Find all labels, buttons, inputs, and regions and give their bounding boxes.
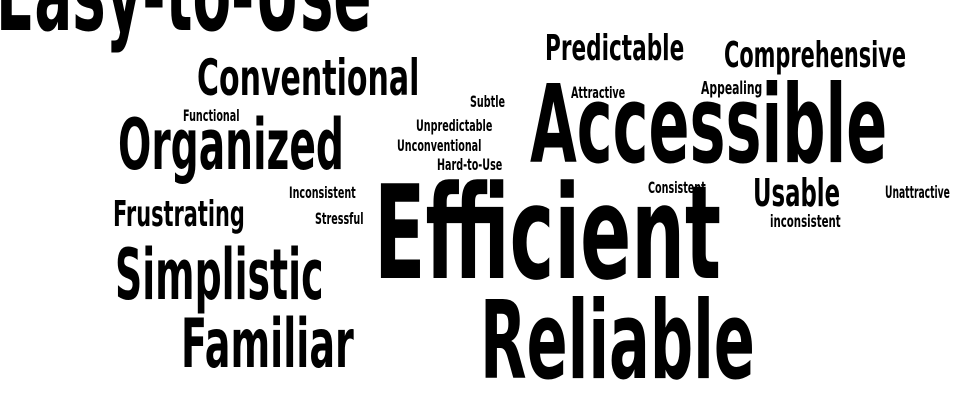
word-predictable: Predictable xyxy=(545,28,685,69)
word-organized: Organized xyxy=(118,104,344,186)
word-subtle: Subtle xyxy=(470,92,506,111)
word-functional: Functional xyxy=(183,106,240,125)
word-hard-to-use: Hard-to-Use xyxy=(437,155,503,174)
word-attractive: Attractive xyxy=(571,83,626,102)
word-frustrating: Frustrating xyxy=(113,194,245,235)
word-easy-to-use: Easy-to-Use xyxy=(0,0,371,46)
word-conventional: Conventional xyxy=(197,49,420,107)
word-efficient: Efficient xyxy=(374,157,722,309)
word-usable: Usable xyxy=(753,171,841,215)
word-unpredictable: Unpredictable xyxy=(416,116,493,135)
word-accessible: Accessible xyxy=(530,63,888,188)
word-appealing: Appealing xyxy=(701,78,763,99)
word-familiar: Familiar xyxy=(181,305,354,384)
word-comprehensive: Comprehensive xyxy=(724,35,907,76)
word-simplistic: Simplistic xyxy=(115,234,324,316)
word-reliable: Reliable xyxy=(480,279,755,400)
word-inconsistent-capitalized: Inconsistent xyxy=(289,183,356,202)
word-consistent: Consistent xyxy=(648,178,706,197)
word-inconsistent: inconsistent xyxy=(770,212,841,232)
word-unconventional: Unconventional xyxy=(397,136,482,155)
word-stressful: Stressful xyxy=(315,209,364,228)
word-unattractive: Unattractive xyxy=(885,183,950,203)
